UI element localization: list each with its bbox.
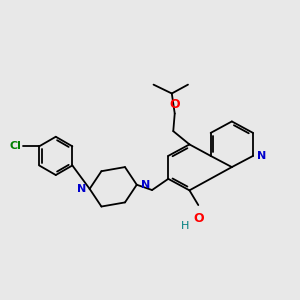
Text: O: O [169,98,180,110]
Text: N: N [257,151,266,161]
Text: N: N [141,180,150,190]
Text: H: H [181,221,189,231]
Text: O: O [193,212,204,224]
Text: Cl: Cl [9,141,21,151]
Text: N: N [76,184,86,194]
